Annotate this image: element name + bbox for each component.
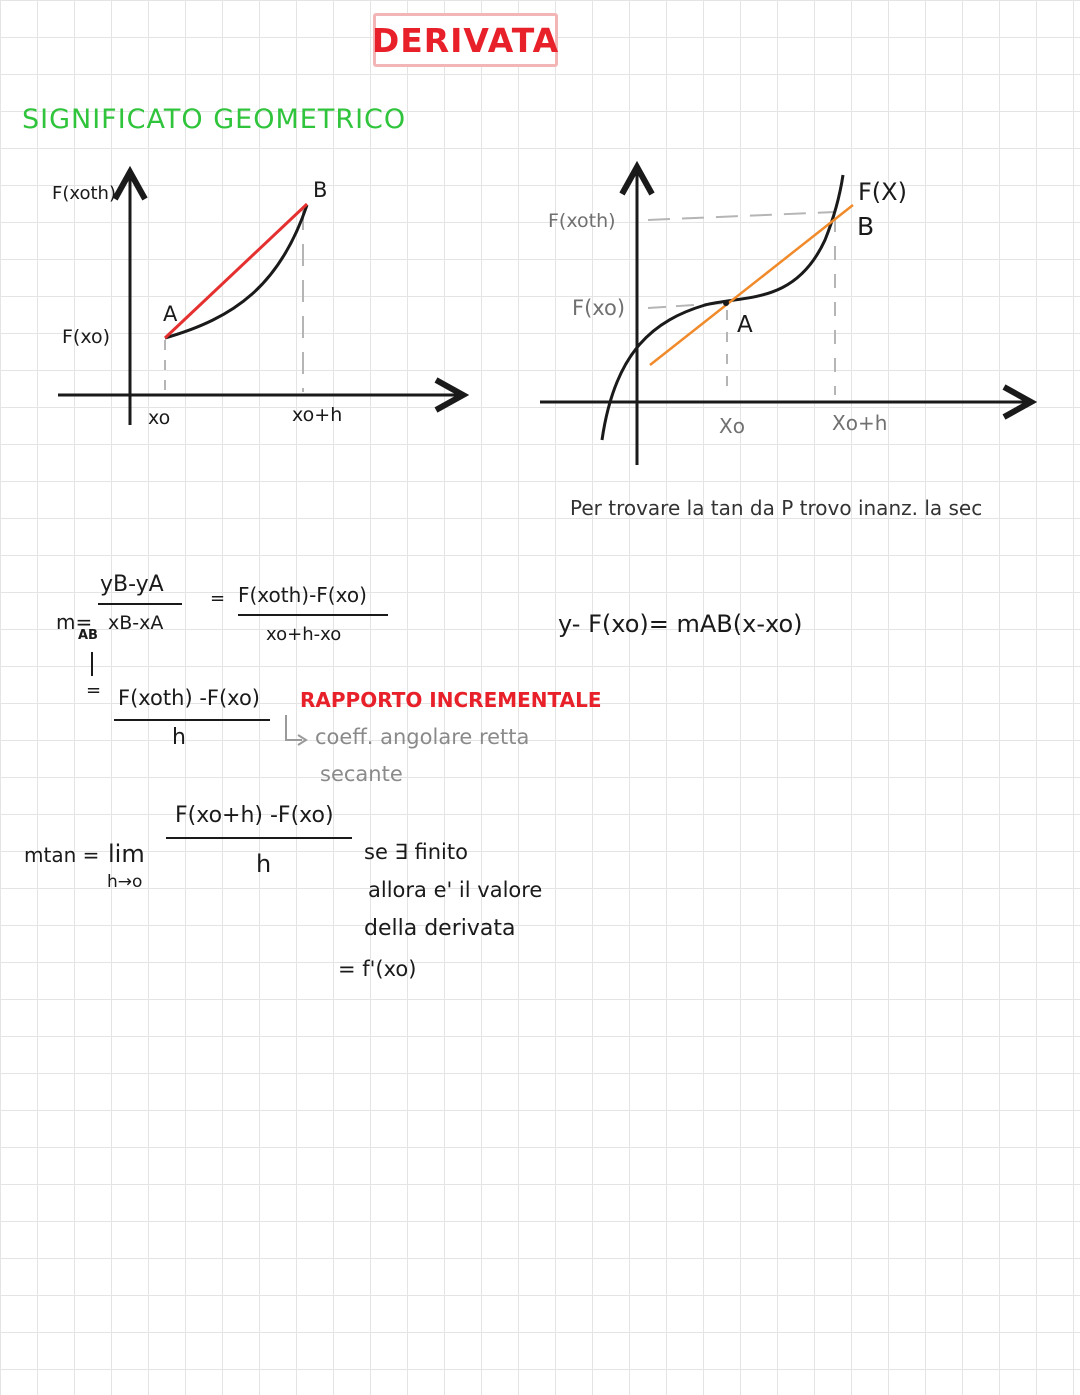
lim-numerator: F(xo+h) -F(xo)	[175, 803, 334, 828]
ratio-numerator: yB-yA	[100, 572, 164, 597]
right-label-fxo: F(xo)	[572, 296, 626, 320]
lim-denominator: h	[256, 850, 272, 878]
note-line-2: allora e' il valore	[368, 878, 543, 902]
right-point-b: B	[857, 212, 875, 241]
lim-label: lim	[108, 840, 145, 868]
right-graph	[540, 170, 1028, 465]
left-label-fxoth: F(xoth)	[52, 183, 116, 204]
right-curve	[600, 174, 845, 441]
tangent-line-equation: y- F(xo)= mAB(x-xo)	[558, 610, 803, 638]
note-line-1: se ∃ finito	[364, 840, 468, 864]
section-title: SIGNIFICATO GEOMETRICO	[22, 104, 407, 135]
equals-sign-1: =	[210, 588, 226, 609]
fx-fraction-line	[238, 614, 388, 616]
incr-denominator: h	[172, 725, 186, 750]
right-point-a: A	[737, 312, 753, 338]
left-curve	[164, 204, 309, 340]
right-note: Per trovare la tan da P trovo inanz. la …	[570, 496, 983, 520]
left-label-xo: xo	[148, 407, 171, 429]
left-label-fxo: F(xo)	[62, 326, 111, 348]
left-secant	[163, 202, 309, 340]
mtan-label: mtan =	[24, 843, 100, 867]
left-graph	[58, 175, 460, 425]
lim-subscript: h→o	[107, 872, 143, 892]
right-dash-top	[647, 211, 836, 221]
right-label-xoh: Xo+h	[832, 411, 888, 435]
right-point-a	[723, 300, 729, 306]
incr-label: RAPPORTO INCREMENTALE	[300, 688, 602, 712]
incr-note-1: coeff. angolare retta	[315, 725, 530, 749]
incr-fraction-line	[114, 719, 270, 721]
ratio-denominator: xB-xA	[108, 612, 164, 634]
slope-sub: AB	[78, 628, 98, 643]
title-box: DERIVATA	[371, 13, 560, 67]
fx-denominator: xo+h-xo	[266, 624, 342, 645]
right-curve-label: F(X)	[858, 178, 907, 206]
equals-sign-2: =	[86, 680, 102, 701]
note-line-3: della derivata	[364, 916, 516, 941]
right-secant	[649, 204, 854, 366]
lim-fraction-line	[166, 837, 352, 839]
fx-numerator: F(xoth)-F(xo)	[238, 583, 367, 607]
left-point-b: B	[313, 178, 328, 202]
incr-note-2: secante	[320, 762, 403, 786]
right-label-fxoth: F(xoth)	[548, 210, 616, 232]
page-title: DERIVATA	[371, 20, 560, 60]
left-point-a: A	[163, 302, 178, 326]
slope-label: m=	[56, 610, 93, 634]
left-label-xoh: xo+h	[292, 404, 343, 426]
note-line-4: = f'(xo)	[338, 957, 417, 981]
right-label-xo: Xo	[719, 414, 745, 438]
incr-numerator: F(xoth) -F(xo)	[118, 686, 260, 710]
ratio-fraction-line	[98, 603, 182, 605]
